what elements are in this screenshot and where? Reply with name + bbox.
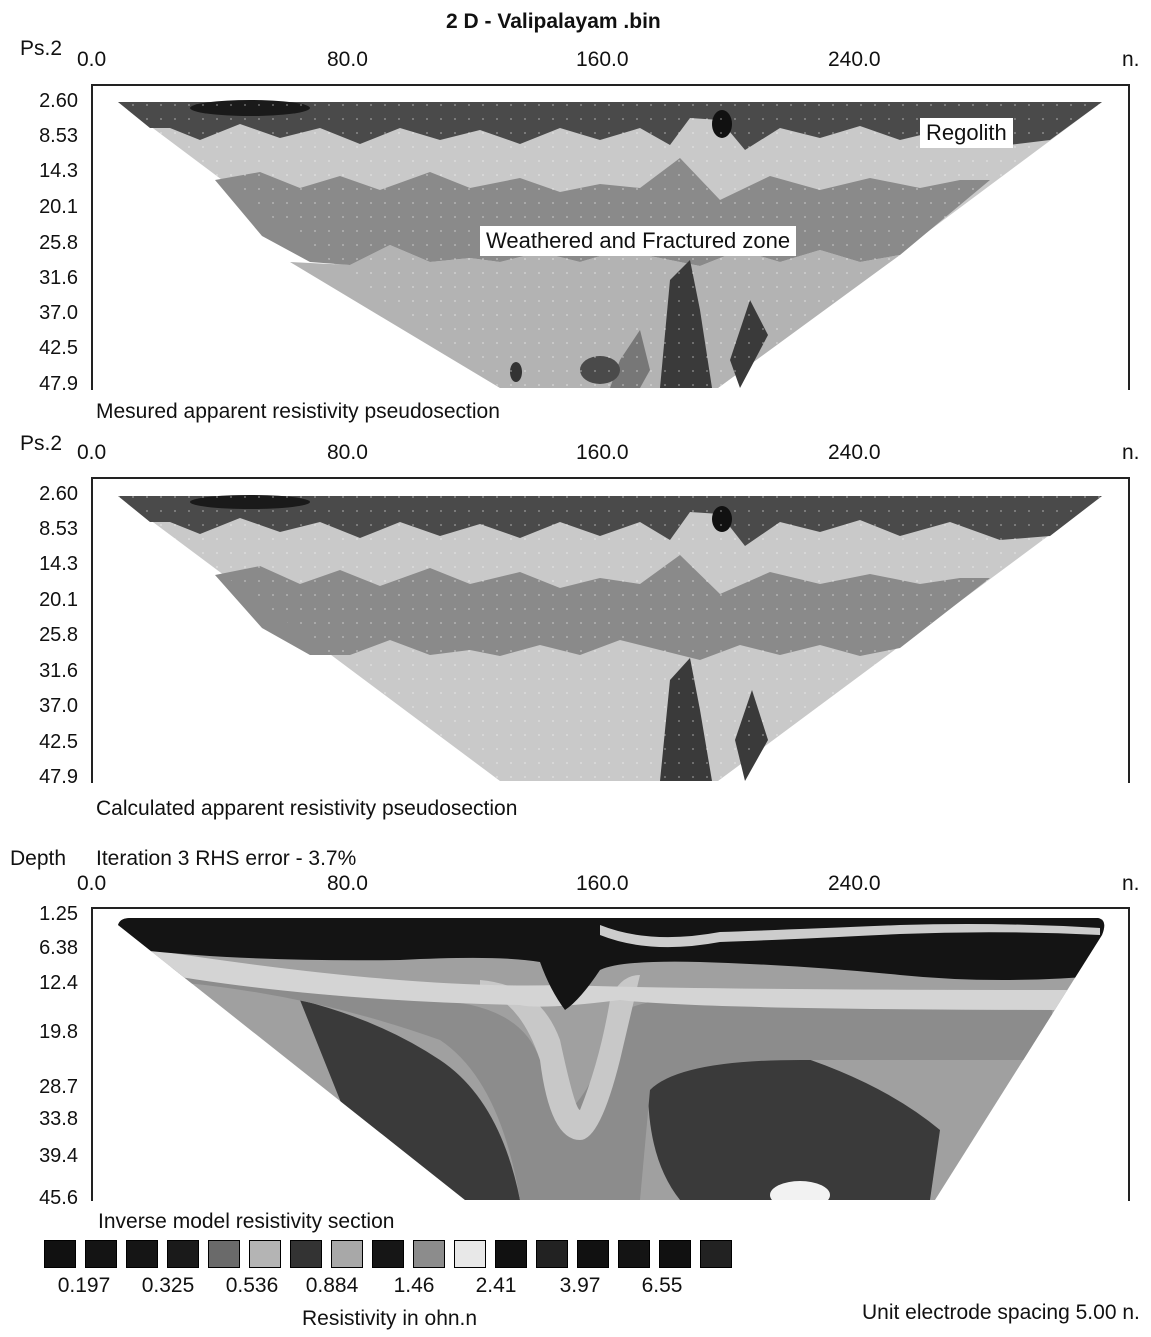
panel3-xtick-2: 160.0 [576, 872, 629, 895]
legend-swatch-10 [413, 1240, 445, 1268]
legend-value-0: 0.197 [57, 1274, 111, 1297]
panel2-ytick-4: 25.8 [39, 624, 78, 646]
panel1-top-axis [92, 84, 1130, 86]
panel3-ytick-6: 39.4 [39, 1145, 78, 1167]
legend-swatch-9 [372, 1240, 404, 1268]
panel2-ytick-0: 2.60 [39, 483, 78, 505]
panel2-xtick-1: 80.0 [327, 441, 368, 464]
legend-swatch-2 [85, 1240, 117, 1268]
panel1-ytick-6: 37.0 [39, 302, 78, 324]
panel3-xtick-0: 0.0 [77, 872, 107, 895]
panel2-ytick-8: 47.9 [39, 766, 78, 788]
panel1-units: n. [1122, 48, 1140, 71]
legend-value-1: 0.325 [141, 1274, 195, 1297]
panel1-xtick-2: 160.0 [576, 48, 629, 71]
panel3-xtick-3: 240.0 [828, 872, 881, 895]
panel3-subtitle: Iteration 3 RHS error - 3.7% [96, 847, 357, 870]
figure-title: 2 D - Valipalayam .bin [446, 10, 661, 33]
legend-swatch-4 [167, 1240, 199, 1268]
panel3-top-axis [92, 907, 1130, 909]
legend-value-6: 3.97 [559, 1274, 601, 1297]
panel1-ytick-3: 20.1 [39, 196, 78, 218]
legend-swatch-7 [290, 1240, 322, 1268]
panel1-right-axis [1128, 84, 1130, 390]
panel1-ytick-2: 14.3 [39, 160, 78, 182]
legend-swatch-8 [331, 1240, 363, 1268]
legend-swatch-12 [495, 1240, 527, 1268]
panel2-ylabel: Ps.2 [20, 432, 63, 455]
panel1-left-axis [91, 84, 93, 390]
legend-value-7: 6.55 [641, 1274, 683, 1297]
legend-swatch-5 [208, 1240, 240, 1268]
panel3-ytick-3: 19.8 [39, 1021, 78, 1043]
panel2-ytick-3: 20.1 [39, 589, 78, 611]
panel1-ytick-8: 47.9 [39, 373, 78, 395]
legend-swatch-14 [577, 1240, 609, 1268]
legend-swatch-6 [249, 1240, 281, 1268]
legend-value-5: 2.41 [475, 1274, 517, 1297]
panel1-ytick-1: 8.53 [39, 125, 78, 147]
panel3-ylabel: Depth [10, 847, 67, 870]
legend-swatch-15 [618, 1240, 650, 1268]
panel3-right-axis [1128, 907, 1130, 1201]
legend-swatch-13 [536, 1240, 568, 1268]
legend-value-3: 0.884 [305, 1274, 359, 1297]
panel3-caption: Inverse model resistivity section [98, 1210, 395, 1233]
panel1-caption: Mesured apparent resistivity pseudosecti… [96, 400, 500, 423]
panel1-xtick-3: 240.0 [828, 48, 881, 71]
legend-swatch-1 [44, 1240, 76, 1268]
panel2-ytick-7: 42.5 [39, 731, 78, 753]
panel2-ytick-5: 31.6 [39, 660, 78, 682]
panel2-xtick-2: 160.0 [576, 441, 629, 464]
panel3-units: n. [1122, 872, 1140, 895]
panel2-caption: Calculated apparent resistivity pseudose… [96, 797, 518, 820]
panel2-xtick-3: 240.0 [828, 441, 881, 464]
panel3-ytick-7: 45.6 [39, 1187, 78, 1209]
panel1-ytick-5: 31.6 [39, 267, 78, 289]
panel1-xtick-0: 0.0 [77, 48, 107, 71]
panel3-ytick-2: 12.4 [39, 972, 78, 994]
legend-swatch-17 [700, 1240, 732, 1268]
panel1-ylabel: Ps.2 [20, 37, 63, 60]
legend-swatch-11 [454, 1240, 486, 1268]
panel2-top-axis [92, 477, 1130, 479]
panel2-units: n. [1122, 441, 1140, 464]
annotation-weathered-zone: Weathered and Fractured zone [480, 226, 797, 256]
panel1-xtick-1: 80.0 [327, 48, 368, 71]
panel1-ytick-0: 2.60 [39, 90, 78, 112]
panel2-right-axis [1128, 477, 1130, 783]
panel1-ytick-4: 25.8 [39, 232, 78, 254]
annotation-regolith: Regolith [920, 118, 1013, 148]
legend-swatch-16 [659, 1240, 691, 1268]
panel3-xtick-1: 80.0 [327, 872, 368, 895]
panel3-ytick-4: 28.7 [39, 1076, 78, 1098]
panel3-ytick-0: 1.25 [39, 903, 78, 925]
panel3-ytick-1: 6.38 [39, 937, 78, 959]
footer-note: Unit electrode spacing 5.00 n. [862, 1301, 1140, 1324]
legend-value-4: 1.46 [393, 1274, 435, 1297]
legend-swatch-3 [126, 1240, 158, 1268]
panel1-ytick-7: 42.5 [39, 337, 78, 359]
legend-xlabel: Resistivity in ohn.n [302, 1307, 478, 1330]
panel2-ytick-2: 14.3 [39, 553, 78, 575]
panel3-left-axis [91, 907, 93, 1201]
panel3-ytick-5: 33.8 [39, 1108, 78, 1130]
panel2-left-axis [91, 477, 93, 783]
panel2-xtick-0: 0.0 [77, 441, 107, 464]
panel2-ytick-6: 37.0 [39, 695, 78, 717]
legend-value-2: 0.536 [225, 1274, 279, 1297]
panel2-ytick-1: 8.53 [39, 518, 78, 540]
